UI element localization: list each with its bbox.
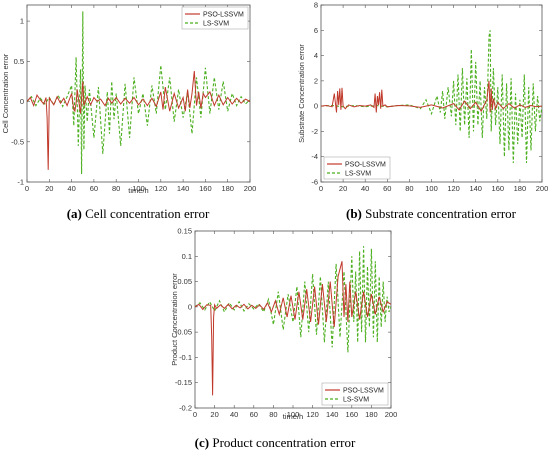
caption-letter: (a) <box>67 206 82 221</box>
x-tick-label: 180 <box>221 184 234 193</box>
x-tick-label: 140 <box>177 184 190 193</box>
y-tick-label: 8 <box>314 1 318 10</box>
x-tick-label: 40 <box>361 184 369 193</box>
legend: PSO-LSSVM LS-SVM <box>323 156 391 180</box>
y-tick-label: -4 <box>311 152 318 161</box>
chart-a: 0 20 40 60 80 100 120 140 160 180 200 -1 -0.5 0 0.5 1 ti… <box>1 4 257 221</box>
y-axis-label: Product Concentration error <box>170 273 179 366</box>
y-tick-label: -0.1 <box>179 353 192 362</box>
y-tick-label: 1 <box>20 17 24 26</box>
caption-text: Product concentration error <box>209 435 356 450</box>
caption-letter: (b) <box>346 206 362 221</box>
x-tick-label: 20 <box>210 410 218 419</box>
series-line-pso-lssvm <box>27 70 250 170</box>
legend-box <box>321 382 389 406</box>
x-tick-label: 40 <box>67 184 75 193</box>
y-tick-label: 0.5 <box>14 57 24 66</box>
chart-c: 0 20 40 60 80 100 120 140 160 180 200 -0.2 -0.15 -0.1… <box>170 227 397 451</box>
legend-box <box>323 156 391 180</box>
y-tick-label: -6 <box>311 178 318 187</box>
x-tick-label: 120 <box>155 184 168 193</box>
x-tick-label: 160 <box>346 410 359 419</box>
y-tick-label: -0.15 <box>175 378 192 387</box>
y-tick-label: 0.05 <box>177 277 192 286</box>
chart-b: 0 20 40 60 80 100 120 140 160 180 200 -6 -4 -2 0 2 4 6 8 Su… <box>297 1 548 222</box>
chart-caption: (b) Substrate concentration error <box>346 206 517 221</box>
y-tick-label: 4 <box>314 51 318 60</box>
y-axis-label: Cell Concentration error <box>1 53 10 133</box>
y-tick-label: 0 <box>20 97 24 106</box>
x-tick-label: 120 <box>306 410 319 419</box>
x-tick-label: 200 <box>536 184 549 193</box>
x-tick-label: 200 <box>244 184 257 193</box>
caption-text: Substrate concentration error <box>362 206 517 221</box>
x-tick-label: 140 <box>469 184 482 193</box>
y-tick-label: 0 <box>314 102 318 111</box>
x-tick-label: 40 <box>230 410 238 419</box>
plot-frame <box>320 4 543 183</box>
chart-caption: (c) Product concentration error <box>195 435 356 450</box>
x-tick-label: 140 <box>326 410 339 419</box>
x-tick-label: 180 <box>365 410 378 419</box>
x-axis-label: time/h <box>283 412 303 421</box>
legend: PSO-LSSVM LS-SVM <box>321 382 389 406</box>
legend-entry: PSO-LSSVM <box>203 12 244 19</box>
series-line-ls-svm <box>27 11 250 175</box>
x-tick-label: 120 <box>447 184 460 193</box>
series-line-pso-lssvm <box>195 261 391 396</box>
x-tick-label: 100 <box>132 184 145 193</box>
caption-text: Cell concentration error <box>82 206 210 221</box>
x-tick-label: 60 <box>90 184 98 193</box>
x-tick-label: 100 <box>425 184 438 193</box>
x-tick-label: 0 <box>25 184 29 193</box>
caption-letter: (c) <box>195 435 209 450</box>
x-tick-label: 80 <box>112 184 120 193</box>
legend-entry: LS-SVM <box>203 21 229 28</box>
legend-box <box>181 6 249 30</box>
x-tick-label: 80 <box>269 410 277 419</box>
legend-entry: LS-SVM <box>343 397 369 404</box>
y-tick-label: 0.1 <box>182 252 192 261</box>
y-tick-label: -0.2 <box>179 404 192 413</box>
y-tick-label: 0.15 <box>177 227 192 236</box>
legend-entry: LS-SVM <box>345 171 371 178</box>
legend-entry: PSO-LSSVM <box>343 388 384 395</box>
y-axis-label: Substrate Concentration error <box>297 44 306 143</box>
series-line-pso-lssvm <box>321 80 542 113</box>
y-tick-label: 2 <box>314 76 318 85</box>
y-tick-label: -0.5 <box>11 137 24 146</box>
chart-caption: (a) Cell concentration error <box>67 206 210 221</box>
legend: PSO-LSSVM LS-SVM <box>181 6 249 30</box>
x-tick-label: 20 <box>45 184 53 193</box>
x-tick-label: 60 <box>383 184 391 193</box>
x-tick-label: 200 <box>385 410 398 419</box>
y-tick-label: -1 <box>17 178 24 187</box>
x-tick-label: 100 <box>287 410 300 419</box>
x-tick-label: 0 <box>319 184 323 193</box>
x-tick-label: 160 <box>199 184 212 193</box>
x-tick-label: 160 <box>492 184 505 193</box>
x-tick-label: 80 <box>405 184 413 193</box>
y-tick-label: -0.05 <box>175 328 192 337</box>
x-tick-label: 60 <box>250 410 258 419</box>
x-tick-label: 180 <box>514 184 527 193</box>
series-line-ls-svm <box>321 30 542 164</box>
series-line-ls-svm <box>195 246 391 353</box>
legend-entry: PSO-LSSVM <box>345 162 386 169</box>
y-tick-label: 0 <box>188 302 192 311</box>
x-axis-label: time/h <box>128 186 148 195</box>
y-tick-label: -2 <box>311 127 318 136</box>
x-tick-label: 20 <box>339 184 347 193</box>
y-tick-label: 6 <box>314 26 318 35</box>
x-tick-label: 0 <box>193 410 197 419</box>
